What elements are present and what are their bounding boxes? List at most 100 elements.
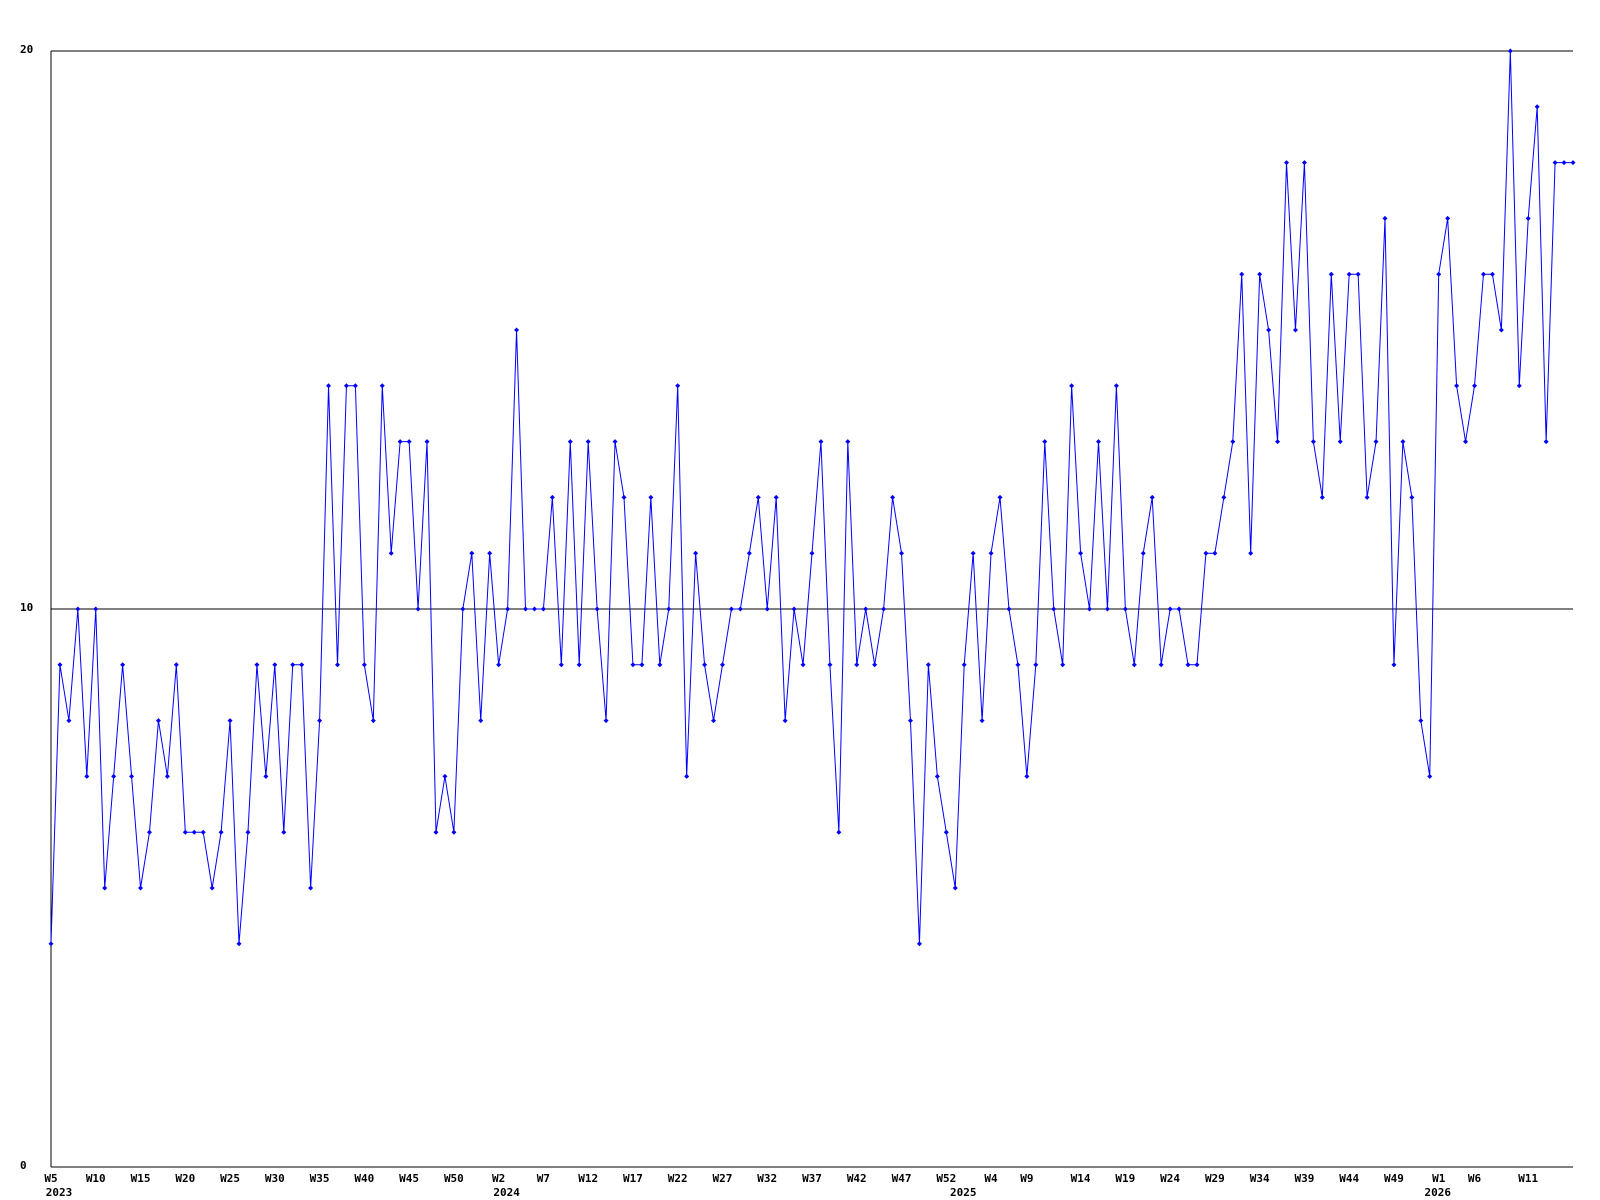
data-point <box>666 606 672 612</box>
data-point <box>1051 606 1057 612</box>
data-point <box>1266 327 1272 333</box>
data-point <box>1400 439 1406 445</box>
data-point <box>1257 271 1263 277</box>
data-point <box>890 494 896 500</box>
data-point <box>612 439 618 445</box>
data-point <box>308 885 314 891</box>
data-point <box>845 439 851 445</box>
x-tick-label: W4 <box>984 1172 998 1185</box>
x-tick-label: W1 <box>1432 1172 1446 1185</box>
data-point <box>549 494 555 500</box>
data-point <box>129 773 135 779</box>
data-point <box>173 662 179 668</box>
data-point <box>943 829 949 835</box>
data-point <box>1570 160 1576 166</box>
data-point <box>57 662 63 668</box>
data-point <box>406 439 412 445</box>
data-point <box>1445 215 1451 221</box>
data-point <box>1087 606 1093 612</box>
data-point <box>93 606 99 612</box>
x-tick-label: W12 <box>578 1172 598 1185</box>
data-point <box>361 662 367 668</box>
data-point <box>1561 160 1567 166</box>
y-tick-label: 20 <box>20 43 33 56</box>
data-point <box>523 606 529 612</box>
data-point <box>684 773 690 779</box>
data-point <box>907 718 913 724</box>
data-point <box>1427 773 1433 779</box>
data-point <box>1194 662 1200 668</box>
data-point <box>1525 215 1531 221</box>
data-point <box>245 829 251 835</box>
data-point <box>227 718 233 724</box>
data-point <box>675 383 681 389</box>
data-point <box>997 494 1003 500</box>
data-point <box>1185 662 1191 668</box>
data-point <box>299 662 305 668</box>
data-point <box>1221 494 1227 500</box>
data-point <box>1176 606 1182 612</box>
data-point <box>1328 271 1334 277</box>
data-point <box>487 550 493 556</box>
data-point <box>1042 439 1048 445</box>
data-point <box>657 662 663 668</box>
x-tick-label: W17 <box>623 1172 643 1185</box>
data-point <box>1212 550 1218 556</box>
x-tick-label: W22 <box>668 1172 688 1185</box>
data-point <box>836 829 842 835</box>
data-point <box>164 773 170 779</box>
y-tick-label: 0 <box>20 1159 27 1172</box>
data-point <box>1149 494 1155 500</box>
data-point <box>558 662 564 668</box>
x-tick-label: W27 <box>713 1172 733 1185</box>
data-point <box>182 829 188 835</box>
data-point <box>191 829 197 835</box>
data-point <box>1275 439 1281 445</box>
data-point <box>478 718 484 724</box>
data-point <box>1409 494 1415 500</box>
data-point <box>352 383 358 389</box>
data-point <box>281 829 287 835</box>
data-point <box>594 606 600 612</box>
data-point <box>925 662 931 668</box>
data-point <box>1507 48 1513 54</box>
data-point <box>737 606 743 612</box>
data-point <box>1472 383 1478 389</box>
data-point <box>603 718 609 724</box>
data-point <box>711 718 717 724</box>
data-point <box>146 829 152 835</box>
data-point <box>451 829 457 835</box>
data-point <box>379 383 385 389</box>
data-point <box>1140 550 1146 556</box>
data-point <box>1489 271 1495 277</box>
data-point <box>209 885 215 891</box>
x-tick-label: W49 <box>1384 1172 1404 1185</box>
data-point <box>702 662 708 668</box>
data-point <box>102 885 108 891</box>
data-point <box>755 494 761 500</box>
data-point <box>979 718 985 724</box>
data-point <box>719 662 725 668</box>
data-point <box>1355 271 1361 277</box>
data-point <box>970 550 976 556</box>
data-point <box>1498 327 1504 333</box>
data-point <box>1113 383 1119 389</box>
data-point <box>415 606 421 612</box>
data-point <box>263 773 269 779</box>
data-point <box>854 662 860 668</box>
x-tick-label: W10 <box>86 1172 106 1185</box>
data-point <box>746 550 752 556</box>
data-point <box>155 718 161 724</box>
data-point <box>1060 662 1066 668</box>
data-line <box>50 50 1573 944</box>
data-point <box>585 439 591 445</box>
data-point <box>818 439 824 445</box>
data-point <box>1131 662 1137 668</box>
year-label: 2025 <box>950 1186 977 1199</box>
data-point <box>138 885 144 891</box>
data-point <box>66 718 72 724</box>
data-point <box>1301 160 1307 166</box>
data-point <box>1454 383 1460 389</box>
data-point <box>1418 718 1424 724</box>
